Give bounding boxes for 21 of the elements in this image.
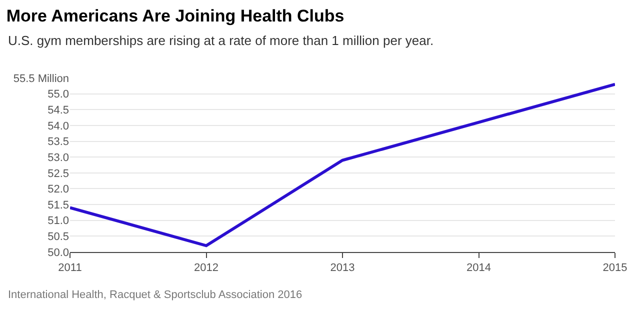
text: International Health, Racquet & Sportsclub Association 2016 bbox=[8, 289, 302, 301]
x-tick-label: 2013 bbox=[330, 262, 355, 274]
x-tick-label: 2015 bbox=[602, 262, 628, 274]
y-tick-label: 55.5 Million bbox=[13, 72, 69, 85]
line-series bbox=[70, 82, 615, 248]
y-tick-label: 52.5 bbox=[48, 168, 69, 180]
y-tick-label: 55.0 bbox=[48, 88, 69, 101]
y-tick-label: 50.0 bbox=[48, 246, 69, 259]
chart-subtitle: U.S. gym memberships are rising at a rate of more than 1 million per year. bbox=[8, 33, 434, 48]
y-tick-label: 51.0 bbox=[48, 215, 69, 228]
y-tick-label: 54.0 bbox=[48, 120, 69, 132]
chart-title: More Americans Are Joining Health Clubs bbox=[6, 6, 344, 26]
y-tick-label: 53.0 bbox=[48, 152, 69, 164]
x-tick-label: 2011 bbox=[58, 262, 82, 274]
y-tick-label: 54.5 bbox=[48, 104, 69, 116]
y-tick-label: 53.5 bbox=[48, 136, 69, 148]
y-tick-label: 51.5 bbox=[48, 199, 69, 212]
x-tick-label: 2014 bbox=[466, 262, 491, 274]
x-tick-label: 2012 bbox=[194, 262, 218, 274]
y-tick-label: 52.0 bbox=[48, 184, 69, 196]
y-tick-label: 50.5 bbox=[48, 231, 69, 244]
